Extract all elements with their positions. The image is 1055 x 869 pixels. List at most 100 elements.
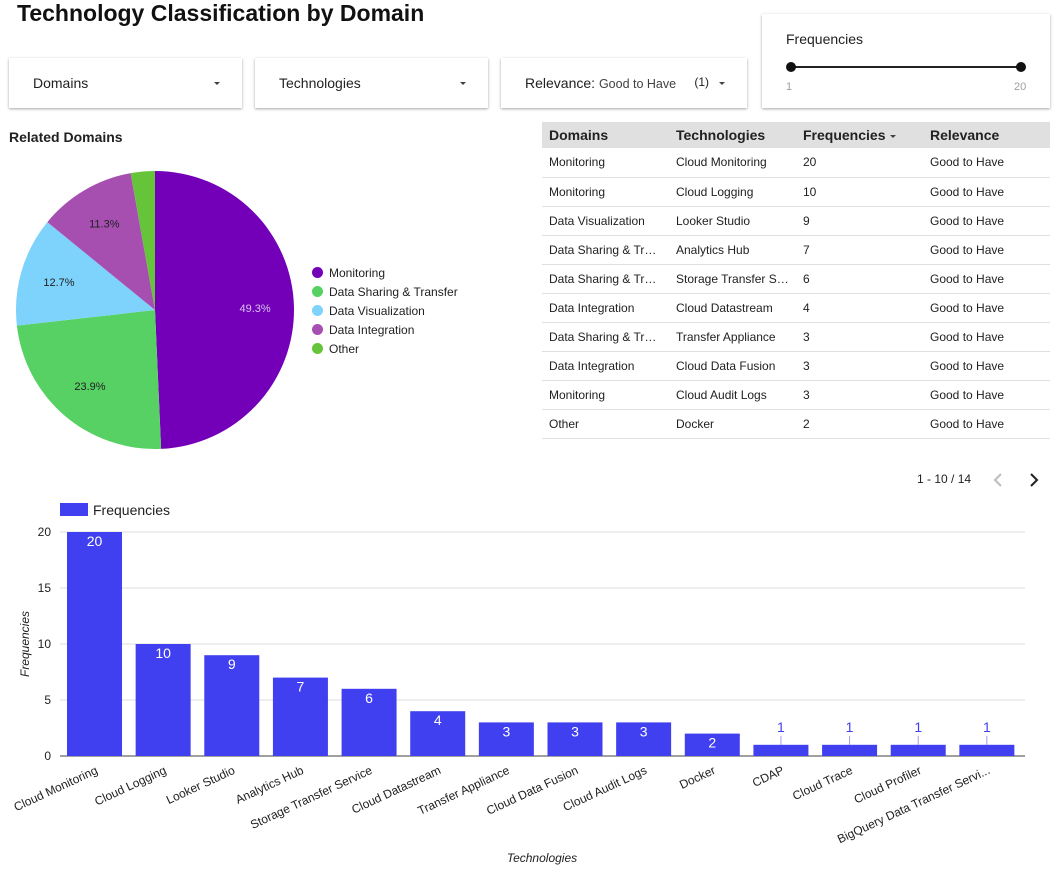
bar[interactable] (204, 655, 260, 756)
table-row[interactable]: Data Sharing & Transfer Transfer Applianc… (542, 322, 1050, 352)
table-cell-frequency: 9 (796, 206, 923, 236)
bar[interactable] (410, 711, 466, 756)
bar[interactable] (753, 744, 809, 756)
slider-min-value: 1 (786, 81, 793, 93)
pie-chart: 49.3% 23.9% 12.7% 11.3% (15, 171, 294, 449)
table-row[interactable]: Other Docker 2 Good to Have (542, 409, 1050, 439)
technologies-filter[interactable]: Technologies (255, 58, 488, 108)
table-cell-domain: Data Sharing & Transfer (542, 235, 669, 265)
technologies-filter-label: Technologies (279, 75, 361, 91)
legend-dot-icon (312, 343, 323, 354)
table-cell-domain: Data Visualization (542, 206, 669, 236)
bar[interactable] (547, 722, 603, 756)
table-cell-relevance: Good to Have (923, 322, 1050, 352)
table-cell-technology: Analytics Hub (669, 235, 796, 265)
bar-value-label: 1 (777, 719, 785, 735)
bar-value-label: 1 (846, 719, 854, 735)
bar-value-label: 3 (640, 723, 648, 739)
bar[interactable] (959, 744, 1015, 756)
legend-item[interactable]: Monitoring (312, 263, 458, 282)
bar[interactable] (822, 744, 878, 756)
table-cell-frequency: 4 (796, 293, 923, 323)
chevron-down-icon (214, 82, 220, 85)
table-cell-technology: Storage Transfer Service (669, 264, 796, 294)
previous-page-icon[interactable] (990, 470, 1006, 490)
next-page-icon[interactable] (1026, 470, 1042, 490)
column-header-frequencies-label: Frequencies (803, 127, 886, 143)
table-row[interactable]: Monitoring Cloud Logging 10 Good to Have (542, 177, 1050, 207)
table-row[interactable]: Data Integration Cloud Data Fusion 3 Good t… (542, 351, 1050, 381)
bar-value-label: 1 (983, 719, 991, 735)
bar[interactable] (478, 722, 534, 756)
slider-min-handle[interactable] (786, 62, 796, 72)
legend-item[interactable]: Data Integration (312, 320, 458, 339)
table-cell-technology: Cloud Logging (669, 177, 796, 207)
frequencies-slider-title: Frequencies (786, 31, 864, 47)
table-cell-frequency: 3 (796, 380, 923, 410)
bar[interactable] (135, 644, 191, 756)
relevance-filter-label: Relevance: Good to Have (525, 75, 676, 91)
bar-value-label: 3 (571, 723, 579, 739)
table-cell-frequency: 3 (796, 322, 923, 352)
column-header-frequencies[interactable]: Frequencies (796, 122, 923, 148)
legend-label: Data Integration (329, 322, 415, 337)
chevron-down-icon (719, 82, 725, 85)
bar-value-label: 2 (708, 735, 716, 751)
legend-label: Other (329, 341, 360, 356)
chevron-down-icon (460, 82, 466, 85)
column-header-domains[interactable]: Domains (542, 122, 669, 148)
bar[interactable] (341, 688, 397, 756)
table-cell-domain: Other (542, 409, 669, 439)
table-row[interactable]: Data Visualization Looker Studio 9 Good to … (542, 206, 1050, 236)
pie-slice[interactable] (130, 171, 155, 310)
legend-item[interactable]: Data Visualization (312, 301, 458, 320)
bar[interactable] (67, 532, 122, 756)
x-tick-label: Cloud Logging (92, 763, 168, 808)
pie-chart-title: Related Domains (9, 129, 123, 145)
pie-slice[interactable] (16, 310, 162, 449)
column-header-relevance[interactable]: Relevance (923, 122, 1050, 148)
pie-value-label: 49.3% (239, 303, 270, 315)
relevance-filter[interactable]: Relevance: Good to Have (1) (501, 58, 747, 108)
domains-filter-label: Domains (33, 75, 89, 91)
bar-legend-swatch (60, 503, 88, 516)
pie-slice[interactable] (47, 173, 156, 310)
x-tick-label: Docker (677, 763, 717, 792)
table-row[interactable]: Monitoring Cloud Audit Logs 3 Good to Have (542, 380, 1050, 410)
x-tick-label: Cloud Trace (790, 763, 855, 803)
table-row[interactable]: Monitoring Cloud Monitoring 20 Good to Have (542, 148, 1050, 178)
bar-legend-label: Frequencies (93, 502, 170, 518)
pie-value-label: 23.9% (74, 381, 105, 393)
legend-item[interactable]: Data Sharing & Transfer (312, 282, 458, 301)
relevance-label: Relevance: (525, 75, 596, 91)
table-row[interactable]: Data Integration Cloud Datastream 4 Good to… (542, 293, 1050, 323)
legend-dot-icon (312, 305, 323, 316)
pie-slice[interactable] (15, 222, 155, 326)
bar[interactable] (890, 744, 946, 756)
table-cell-technology: Transfer Appliance (669, 322, 796, 352)
table-cell-technology: Looker Studio (669, 206, 796, 236)
table-cell-relevance: Good to Have (923, 409, 1050, 439)
sort-descending-icon (890, 134, 897, 138)
x-tick-label: Storage Transfer Service (248, 763, 375, 832)
table-cell-frequency: 6 (796, 264, 923, 294)
domains-filter[interactable]: Domains (9, 58, 242, 108)
table-row[interactable]: Data Sharing & Transfer Analytics Hub 7 Goo… (542, 235, 1050, 265)
slider-max-handle[interactable] (1016, 62, 1026, 72)
bar[interactable] (616, 722, 672, 756)
y-tick-label: 5 (44, 693, 51, 707)
bar[interactable] (684, 733, 740, 756)
table-row[interactable]: Data Sharing & Transfer Storage Transfer … (542, 264, 1050, 294)
x-axis-label: Technologies (507, 851, 577, 865)
legend-label: Data Visualization (329, 303, 425, 318)
legend-dot-icon (312, 286, 323, 297)
table-cell-domain: Data Integration (542, 293, 669, 323)
pie-slice[interactable] (155, 171, 294, 449)
bar[interactable] (272, 677, 328, 756)
table-cell-relevance: Good to Have (923, 148, 1050, 178)
table-cell-frequency: 7 (796, 235, 923, 265)
legend-item[interactable]: Other (312, 339, 458, 358)
table-cell-relevance: Good to Have (923, 380, 1050, 410)
slider-track[interactable] (791, 66, 1021, 68)
column-header-technologies[interactable]: Technologies (669, 122, 796, 148)
